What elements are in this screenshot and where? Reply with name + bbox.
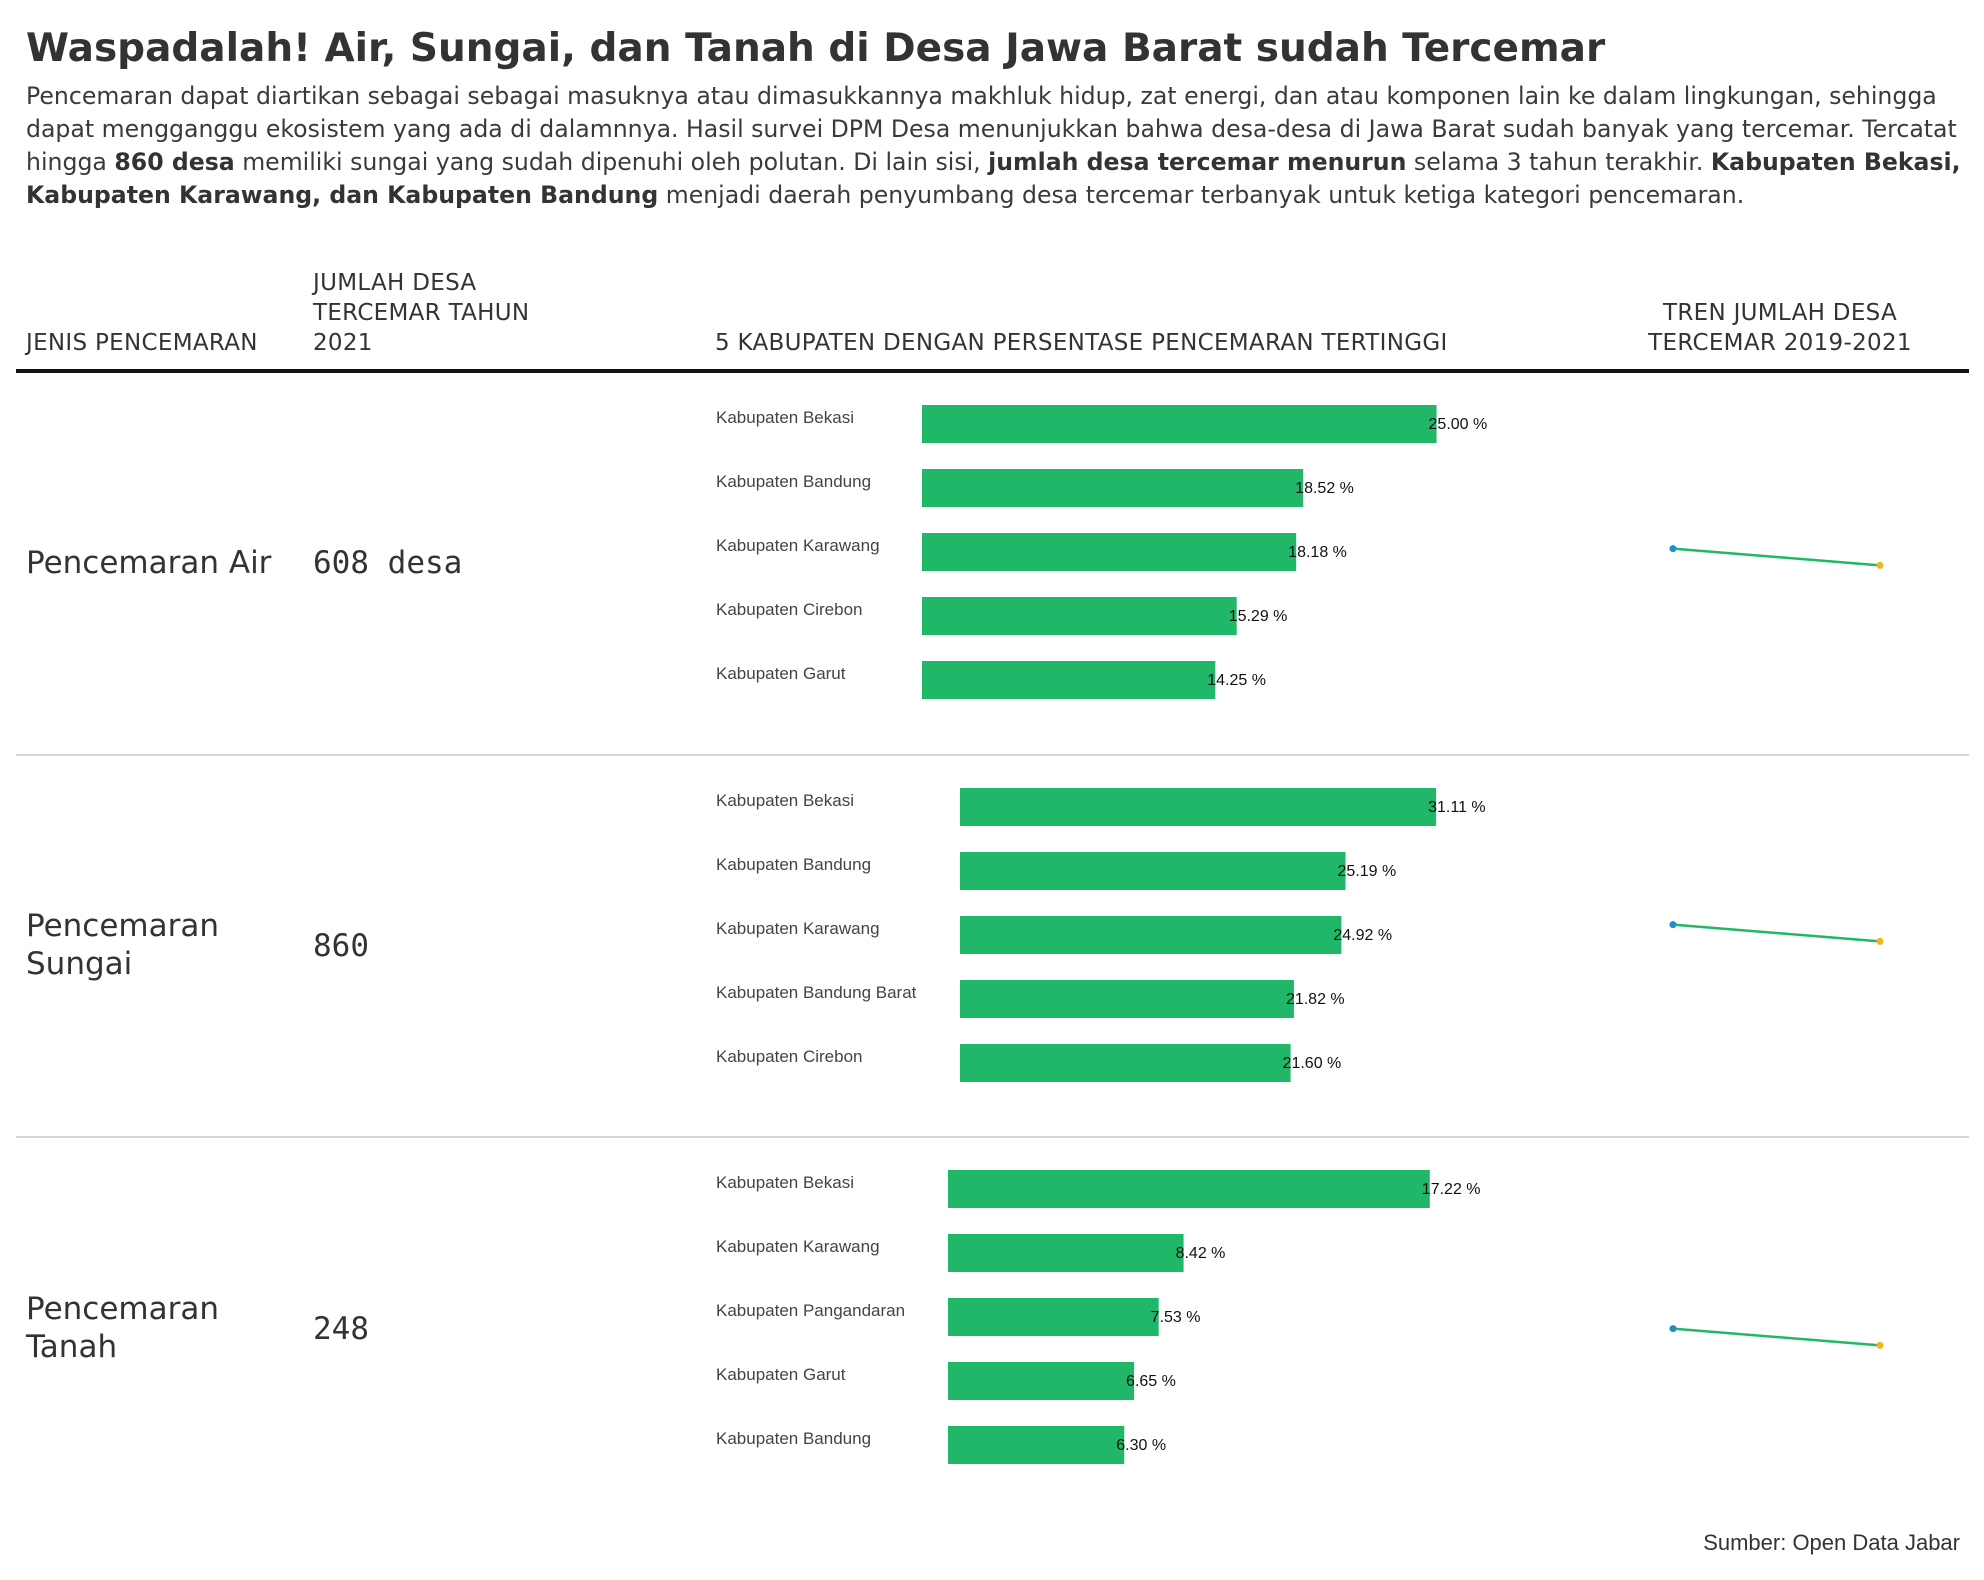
row-label-line1: Pencemaran [26, 1291, 220, 1327]
bar-value-label: 17.22 % [1422, 1181, 1481, 1198]
bar-value-label: 7.53 % [1151, 1309, 1201, 1326]
row-label-line2: Tanah [26, 1329, 118, 1365]
bar [922, 533, 1297, 571]
bar-category-label: Kabupaten Karawang [716, 536, 880, 555]
bar [948, 1426, 1125, 1464]
bar-category-label: Kabupaten Garut [716, 664, 846, 683]
bar [948, 1298, 1159, 1336]
bar-value-label: 14.25 % [1207, 672, 1266, 689]
trend-point-start [1669, 545, 1677, 553]
header-rule [16, 369, 1969, 373]
bar-category-label: Kabupaten Cirebon [716, 1047, 863, 1066]
row-label-line1: Pencemaran [26, 908, 220, 944]
bar-value-label: 18.18 % [1288, 544, 1347, 561]
column-header-kabupaten: 5 KABUPATEN DENGAN PERSENTASE PENCEMARAN… [715, 330, 1448, 356]
subtitle-text-1: Pencemaran dapat diartikan sebagai sebag… [26, 82, 1957, 176]
bar-value-label: 6.30 % [1116, 1437, 1166, 1454]
bar-value-label: 21.60 % [1283, 1055, 1342, 1072]
bar-value-label: 18.52 % [1295, 480, 1354, 497]
bar-category-label: Kabupaten Karawang [716, 1237, 880, 1256]
bar-value-label: 25.00 % [1429, 416, 1488, 433]
bar [960, 916, 1342, 954]
column-header-tren-line1: TREN JUMLAH DESA [1662, 300, 1898, 326]
bar [922, 661, 1216, 699]
trend-line [1672, 547, 1881, 567]
row-label-line1: Pencemaran Air [26, 545, 272, 581]
row-label-line2: Sungai [26, 946, 133, 982]
page-title: Waspadalah! Air, Sungai, dan Tanah di De… [26, 26, 1606, 71]
row-label-sungai: Pencemaran Sungai [26, 907, 286, 983]
bar-category-label: Kabupaten Pangandaran [716, 1301, 905, 1320]
bar [948, 1234, 1184, 1272]
trend-line [1672, 923, 1881, 943]
subtitle-bold-3: Kabupaten Bekasi, Kabupaten Karawang, da… [26, 148, 1961, 209]
row-label-air: Pencemaran Air [26, 544, 286, 582]
subtitle-text-3: selama 3 tahun terakhir. [1406, 148, 1711, 176]
bar-category-label: Kabupaten Garut [716, 1365, 846, 1384]
bar [960, 788, 1437, 826]
bar [960, 852, 1346, 890]
column-header-jumlah-line1: JUMLAH DESA [313, 270, 477, 296]
trend-point-end [1876, 561, 1884, 569]
bar-category-label: Kabupaten Bandung Barat [716, 983, 917, 1002]
row-label-tanah: Pencemaran Tanah [26, 1290, 286, 1366]
row-count-sungai: 860 [313, 928, 369, 964]
bar-category-label: Kabupaten Cirebon [716, 600, 863, 619]
row-count-tanah: 248 [313, 1311, 369, 1347]
bar-value-label: 6.65 % [1126, 1373, 1176, 1390]
bar-category-label: Kabupaten Bekasi [716, 408, 854, 427]
row-divider [16, 1136, 1969, 1138]
bar-value-label: 8.42 % [1176, 1245, 1226, 1262]
trend-point-start [1669, 921, 1677, 929]
column-header-jumlah: JUMLAH DESA TERCEMAR TAHUN 2021 [313, 268, 529, 358]
bar-value-label: 21.82 % [1286, 991, 1345, 1008]
column-header-tren-line2: TERCEMAR 2019-2021 [1648, 330, 1912, 356]
bar-category-label: Kabupaten Bandung [716, 472, 871, 491]
trend-line [1672, 1327, 1881, 1347]
bar-category-label: Kabupaten Bekasi [716, 791, 854, 810]
bar [960, 1044, 1291, 1082]
trend-point-end [1876, 937, 1884, 945]
bar-value-label: 24.92 % [1333, 927, 1392, 944]
bar [948, 1170, 1430, 1208]
bar-category-label: Kabupaten Bandung [716, 855, 871, 874]
subtitle-text-4: menjadi daerah penyumbang desa tercemar … [658, 181, 1745, 209]
bar-category-label: Kabupaten Karawang [716, 919, 880, 938]
trend-point-start [1669, 1325, 1677, 1333]
trend-point-end [1876, 1341, 1884, 1349]
column-header-jumlah-line2: TERCEMAR TAHUN [313, 300, 530, 326]
page-subtitle: Pencemaran dapat diartikan sebagai sebag… [26, 80, 1966, 212]
bar-value-label: 25.19 % [1338, 863, 1397, 880]
row-count-air: 608 desa [313, 545, 463, 581]
subtitle-text-2: memiliki sungai yang sudah dipenuhi oleh… [234, 148, 989, 176]
bar-category-label: Kabupaten Bandung [716, 1429, 871, 1448]
bar-category-label: Kabupaten Bekasi [716, 1173, 854, 1192]
bar [960, 980, 1294, 1018]
bar [922, 597, 1237, 635]
source-note: Sumber: Open Data Jabar [1703, 1530, 1960, 1555]
bar-value-label: 31.11 % [1428, 799, 1486, 816]
bar [948, 1362, 1135, 1400]
row-divider [16, 754, 1969, 756]
subtitle-bold-2: jumlah desa tercemar menurun [988, 148, 1407, 176]
subtitle-bold-1: 860 desa [114, 148, 235, 176]
bar-value-label: 15.29 % [1229, 608, 1288, 625]
column-header-jumlah-line3: 2021 [313, 330, 373, 356]
bar [922, 469, 1304, 507]
column-header-tren: TREN JUMLAH DESA TERCEMAR 2019-2021 [1600, 298, 1960, 358]
bar [922, 405, 1437, 443]
column-header-jenis: JENIS PENCEMARAN [26, 330, 258, 356]
